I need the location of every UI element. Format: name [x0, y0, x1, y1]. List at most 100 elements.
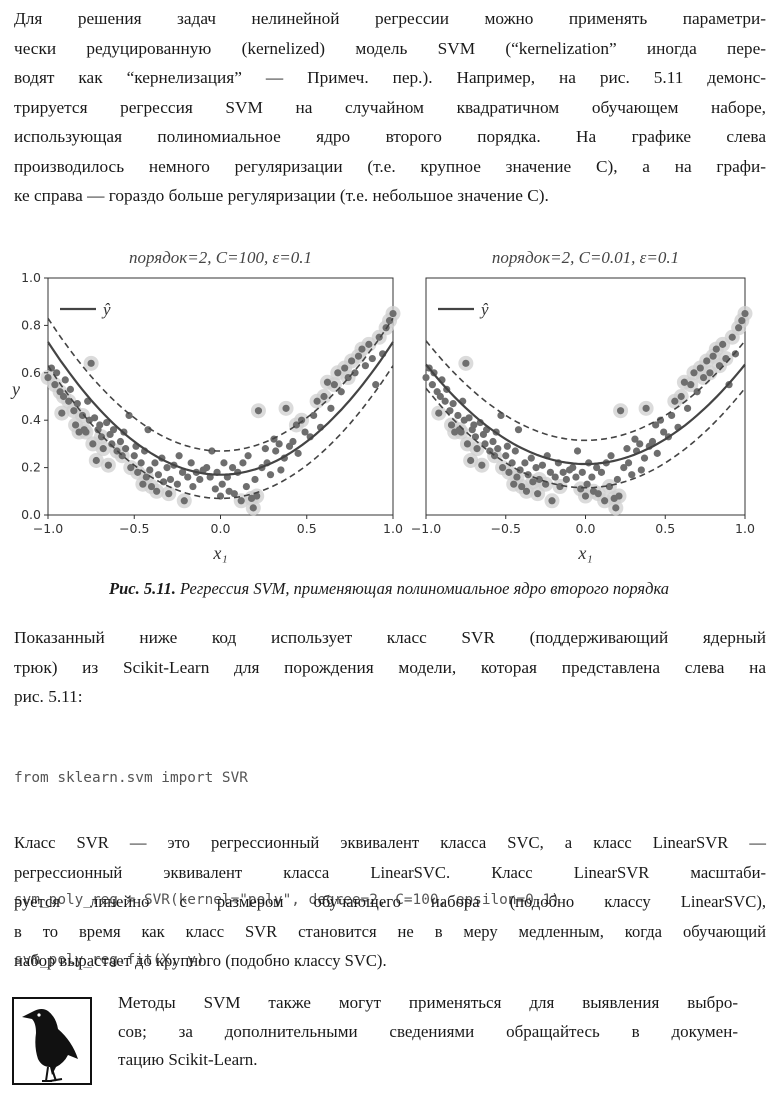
- data-point: [134, 468, 142, 476]
- data-point: [327, 404, 335, 412]
- data-point: [620, 464, 628, 472]
- data-point: [573, 447, 582, 455]
- data-point: [203, 464, 211, 472]
- data-point: [712, 345, 720, 353]
- data-point: [73, 400, 81, 408]
- text-line: трируется регрессия SVM на случайном ква…: [14, 97, 766, 117]
- data-point: [61, 376, 69, 384]
- text-line: Для решения задач нелинейной регрессии м…: [14, 9, 766, 28]
- data-point: [65, 397, 73, 405]
- x-tick-label: 1.0: [735, 521, 755, 536]
- data-point: [189, 482, 197, 491]
- data-point: [66, 385, 75, 393]
- data-point: [677, 392, 685, 401]
- data-point: [242, 482, 250, 491]
- data-point: [470, 421, 478, 429]
- data-point: [330, 381, 338, 389]
- legend-label: ŷ: [101, 300, 111, 319]
- figure-5-11: порядок=2, C=100, ε=0.1 ŷ −1.0 −0.5 0.0 0.5 1.…: [10, 248, 755, 563]
- data-point: [151, 459, 159, 467]
- data-point: [313, 397, 321, 405]
- data-point: [538, 461, 547, 469]
- data-point: [173, 480, 181, 488]
- data-point: [142, 473, 150, 481]
- epsilon-lower-line: [47, 365, 394, 500]
- data-point: [709, 352, 717, 360]
- data-point: [696, 364, 704, 372]
- data-point: [72, 421, 80, 429]
- data-point: [122, 445, 130, 453]
- prediction-line: [425, 363, 746, 466]
- data-point: [559, 468, 567, 476]
- data-point: [90, 414, 99, 422]
- text-line: в то время как класс SVR становится не в…: [14, 921, 766, 941]
- data-point: [738, 317, 746, 325]
- data-point: [556, 482, 564, 491]
- x-tick-label: 0.5: [655, 521, 675, 536]
- data-point: [529, 478, 537, 486]
- crow-icon: [12, 997, 92, 1085]
- text-line: тацию Scikit-Learn.: [118, 1050, 258, 1069]
- data-point: [289, 437, 297, 446]
- data-point: [615, 492, 623, 500]
- plot-frame: [47, 277, 394, 516]
- epsilon-upper-line: [47, 317, 394, 452]
- figure-caption: Рис. 5.11. Регрессия SVM, применяющая по…: [0, 579, 778, 599]
- data-point: [163, 464, 171, 472]
- epsilon-lower-line: [425, 387, 746, 489]
- data-point: [365, 340, 373, 348]
- data-point: [699, 373, 708, 382]
- data-point: [320, 392, 328, 401]
- text-line: использующая полиномиальное ядро второго…: [14, 127, 766, 146]
- caption-text: Регрессия SVM, применяющая полиномиально…: [175, 579, 669, 598]
- data-point: [457, 428, 465, 436]
- data-point: [103, 418, 111, 427]
- data-point: [175, 452, 183, 460]
- data-point: [436, 392, 444, 401]
- data-point: [522, 487, 531, 495]
- data-point: [593, 464, 601, 472]
- data-point: [154, 471, 162, 479]
- data-point: [334, 369, 342, 377]
- data-point: [728, 333, 736, 341]
- data-point: [59, 392, 68, 401]
- data-point: [441, 397, 449, 405]
- data-point: [92, 456, 100, 465]
- data-point: [510, 480, 518, 488]
- data-point: [428, 381, 436, 389]
- data-point: [652, 421, 660, 429]
- data-point: [147, 482, 156, 491]
- caption-label: Рис. 5.11.: [108, 579, 176, 598]
- y-tick-label: 0.6: [21, 365, 41, 380]
- data-point: [534, 490, 542, 498]
- data-point: [178, 468, 187, 476]
- x-tick-label: −1.0: [411, 521, 441, 536]
- data-point: [569, 464, 577, 472]
- data-point: [116, 437, 125, 446]
- data-point: [220, 459, 228, 467]
- y-tick-label: 0.2: [21, 460, 41, 475]
- data-point: [358, 345, 366, 353]
- data-point: [237, 497, 245, 505]
- data-point: [368, 354, 376, 363]
- x-tick-label: −1.0: [33, 521, 63, 536]
- data-point: [266, 471, 275, 479]
- data-point: [301, 428, 309, 436]
- data-point: [680, 378, 688, 386]
- data-point: [624, 459, 633, 467]
- chart-left: порядок=2, C=100, ε=0.1 ŷ −1.0 −0.5 0.0 0.5 1.…: [10, 248, 403, 563]
- data-point: [208, 447, 216, 455]
- data-point: [254, 407, 263, 415]
- data-point: [508, 459, 516, 467]
- x-tick-label: −0.5: [491, 521, 521, 536]
- data-point: [82, 428, 90, 436]
- data-point: [261, 445, 269, 453]
- data-point: [497, 411, 505, 420]
- data-point: [671, 397, 679, 405]
- data-point: [660, 428, 668, 436]
- text-line: набор вырастает до крупного (подобно кла…: [14, 951, 387, 970]
- data-point: [642, 404, 650, 412]
- data-point: [447, 421, 456, 429]
- data-point: [165, 490, 173, 498]
- data-point: [503, 442, 511, 450]
